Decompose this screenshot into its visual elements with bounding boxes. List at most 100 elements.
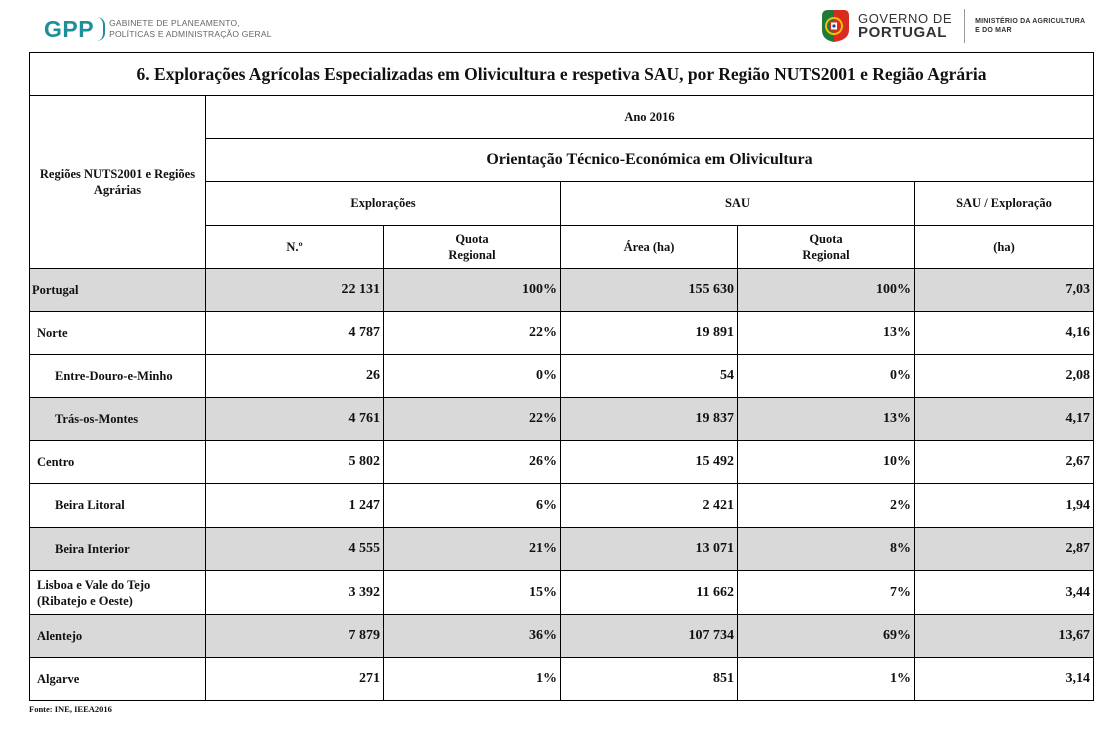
year-header: Ano 2016	[204, 95, 1095, 139]
region-cell: Portugal	[29, 268, 206, 312]
gpp-logo: GPP GABINETE DE PLANEAMENTO, POLÍTICAS E…	[44, 14, 272, 44]
quota-cell: 13%	[737, 397, 915, 441]
quota-cell: 15%	[383, 570, 561, 615]
col-header-n: N.º	[205, 225, 384, 269]
col-header-area: Área (ha)	[560, 225, 738, 269]
region-cell: Centro	[29, 440, 206, 484]
n-cell: 271	[205, 657, 384, 701]
orientation-header: Orientação Técnico-Económica em Olivicul…	[204, 138, 1095, 182]
quota-cell: 22%	[383, 397, 561, 441]
area-cell: 2 421	[560, 483, 738, 528]
quota-cell: 7%	[737, 570, 915, 615]
n-cell: 4 555	[205, 527, 384, 571]
table-row: Alentejo 7 879 36% 107 734 69% 13,67	[29, 614, 1095, 658]
area-cell: 15 492	[560, 440, 738, 484]
quota-cell: 26%	[383, 440, 561, 484]
gpp-line-2: POLÍTICAS E ADMINISTRAÇÃO GERAL	[109, 29, 272, 39]
sau-exp-cell: 3,44	[913, 570, 1095, 615]
gpp-logo-bracket-icon	[97, 17, 106, 41]
table-row: Portugal 22 131 100% 155 630 100% 7,03	[29, 268, 1095, 312]
quota-cell: 1%	[383, 657, 561, 701]
quota-cell: 22%	[383, 311, 561, 355]
area-cell: 851	[560, 657, 738, 701]
area-cell: 54	[560, 354, 738, 398]
quota-cell: 100%	[737, 268, 915, 312]
table-title: 6. Explorações Agrícolas Especializadas …	[28, 52, 1095, 96]
data-table-container: 6. Explorações Agrícolas Especializadas …	[28, 52, 1095, 701]
n-cell: 4 761	[205, 397, 384, 441]
group-header-sau: SAU	[560, 181, 915, 226]
row-header-regions: Regiões NUTS2001 e Regiões Agrárias	[29, 95, 206, 269]
sau-exp-cell: 4,16	[913, 311, 1095, 355]
area-cell: 19 837	[560, 397, 738, 441]
table-row: Trás-os-Montes 4 761 22% 19 837 13% 4,17	[29, 397, 1095, 441]
col-header-ha: (ha)	[913, 225, 1095, 269]
quota-cell: 8%	[737, 527, 915, 571]
quota-cell: 13%	[737, 311, 915, 355]
n-cell: 7 879	[205, 614, 384, 658]
quota-cell: 100%	[383, 268, 561, 312]
area-cell: 19 891	[560, 311, 738, 355]
sau-exp-cell: 4,17	[913, 397, 1095, 441]
gov-line-1: GOVERNO DE	[858, 11, 953, 26]
area-cell: 11 662	[560, 570, 738, 615]
government-name: GOVERNO DE PORTUGAL	[858, 11, 953, 41]
n-cell: 5 802	[205, 440, 384, 484]
region-cell: Algarve	[29, 657, 206, 701]
table-row: Lisboa e Vale do Tejo (Ribatejo e Oeste)…	[29, 570, 1095, 615]
portugal-flag-emblem-icon	[822, 10, 849, 42]
region-cell: Trás-os-Montes	[29, 397, 206, 441]
quota-cell: 69%	[737, 614, 915, 658]
sau-exp-cell: 2,67	[913, 440, 1095, 484]
area-cell: 13 071	[560, 527, 738, 571]
region-cell: Beira Litoral	[29, 483, 206, 528]
gpp-logo-mark: GPP	[44, 15, 95, 42]
ministry-name: MINISTÉRIO DA AGRICULTURA E DO MAR	[975, 17, 1085, 35]
n-cell: 1 247	[205, 483, 384, 528]
olive-farms-table: 6. Explorações Agrícolas Especializadas …	[28, 52, 1095, 701]
col-header-quota-exploracoes: Quota Regional	[383, 225, 561, 269]
n-cell: 26	[205, 354, 384, 398]
region-cell: Norte	[29, 311, 206, 355]
n-cell: 3 392	[205, 570, 384, 615]
region-cell: Lisboa e Vale do Tejo (Ribatejo e Oeste)	[29, 570, 206, 615]
table-row: Norte 4 787 22% 19 891 13% 4,16	[29, 311, 1095, 355]
area-cell: 155 630	[560, 268, 738, 312]
table-row: Beira Litoral 1 247 6% 2 421 2% 1,94	[29, 483, 1095, 528]
quota-cell: 2%	[737, 483, 915, 528]
quota-cell: 21%	[383, 527, 561, 571]
quota-cell: 1%	[737, 657, 915, 701]
region-cell: Entre-Douro-e-Minho	[29, 354, 206, 398]
gpp-line-1: GABINETE DE PLANEAMENTO,	[109, 18, 240, 28]
quota-cell: 10%	[737, 440, 915, 484]
table-row: Centro 5 802 26% 15 492 10% 2,67	[29, 440, 1095, 484]
sau-exp-cell: 13,67	[913, 614, 1095, 658]
page-header: GPP GABINETE DE PLANEAMENTO, POLÍTICAS E…	[0, 0, 1114, 50]
table-row: Beira Interior 4 555 21% 13 071 8% 2,87	[29, 527, 1095, 571]
sau-exp-cell: 7,03	[913, 268, 1095, 312]
n-cell: 22 131	[205, 268, 384, 312]
n-cell: 4 787	[205, 311, 384, 355]
table-row: Entre-Douro-e-Minho 26 0% 54 0% 2,08	[29, 354, 1095, 398]
region-cell: Alentejo	[29, 614, 206, 658]
quota-cell: 0%	[383, 354, 561, 398]
source-footnote: Fonte: INE, IEEA2016	[29, 704, 112, 714]
col-header-quota-sau: Quota Regional	[737, 225, 915, 269]
gov-line-2: PORTUGAL	[858, 24, 947, 41]
table-row: Algarve 271 1% 851 1% 3,14	[29, 657, 1095, 701]
sau-exp-cell: 2,08	[913, 354, 1095, 398]
area-cell: 107 734	[560, 614, 738, 658]
group-header-exploracoes: Explorações	[205, 181, 561, 226]
group-header-sau-exploracao: SAU / Exploração	[913, 181, 1095, 226]
gpp-logo-text: GABINETE DE PLANEAMENTO, POLÍTICAS E ADM…	[109, 18, 272, 40]
region-cell: Beira Interior	[29, 527, 206, 571]
ministry-line-2: E DO MAR	[975, 27, 1012, 34]
logo-divider	[964, 9, 966, 43]
sau-exp-cell: 3,14	[913, 657, 1095, 701]
quota-cell: 0%	[737, 354, 915, 398]
sau-exp-cell: 1,94	[913, 483, 1095, 528]
quota-cell: 6%	[383, 483, 561, 528]
sau-exp-cell: 2,87	[913, 527, 1095, 571]
ministry-line-1: MINISTÉRIO DA AGRICULTURA	[975, 18, 1086, 25]
quota-cell: 36%	[383, 614, 561, 658]
